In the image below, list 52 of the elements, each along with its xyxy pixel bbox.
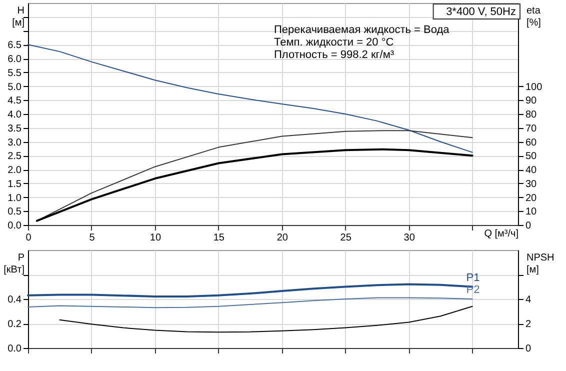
y2-tick-label: 0 — [526, 344, 532, 354]
y-tick-label: 5.5 — [8, 68, 22, 79]
y-tick-label: 4.0 — [8, 110, 22, 120]
y-tick-label: 0.2 — [8, 319, 22, 330]
line-series — [59, 306, 473, 333]
y-tick-label: 3.0 — [8, 137, 22, 148]
y-tick-label: 0.0 — [8, 344, 22, 354]
y2-tick-label: 90 — [526, 96, 538, 107]
y2-tick-label: 70 — [526, 123, 538, 134]
x-tick-label: 25 — [340, 232, 352, 244]
y2-tick-label: 30 — [526, 178, 538, 190]
y-tick-label: 6.5 — [8, 40, 22, 52]
y-tick-label: 6.0 — [8, 54, 22, 65]
y2-tick-label: 50 — [526, 151, 538, 162]
y-tick-label: 3.5 — [8, 123, 22, 134]
y2-tick-label: 40 — [526, 165, 538, 176]
x-tick-label: 20 — [276, 232, 288, 244]
y2-tick-label: 10 — [526, 206, 538, 218]
y-tick-label: 0.0 — [8, 220, 22, 232]
y-tick-label: 2.5 — [8, 151, 22, 162]
x-tick-label: 5 — [89, 232, 96, 244]
annotation: Темп. жидкости = 20 °C — [274, 36, 394, 48]
y-tick-label: 0.4 — [8, 294, 22, 306]
x-tick-label: 15 — [213, 232, 225, 244]
x-tick-label: 0 — [26, 232, 32, 244]
y-tick-label: 1.5 — [8, 178, 22, 190]
x-tick-label: 30 — [404, 232, 416, 244]
annotation: 3*400 V, 50Hz — [446, 6, 516, 18]
y2-tick-label: 4 — [526, 294, 532, 306]
y2-tick-label: 80 — [526, 110, 538, 120]
y2-tick-label: 100 — [526, 82, 543, 93]
y2-axis-title: eta [%] — [526, 6, 542, 28]
annotation: Плотность = 998.2 кг/м³ — [274, 49, 394, 61]
y2-tick-label: 0 — [526, 220, 532, 232]
y-tick-label: 5.0 — [8, 82, 22, 93]
x-tick-label: 10 — [150, 232, 162, 244]
y2-tick-label: 2 — [526, 319, 532, 330]
y-tick-label: 0.5 — [8, 206, 22, 218]
y2-tick-label: 60 — [526, 137, 538, 148]
y2-axis-title: NPSH [м] — [526, 252, 554, 276]
line-series — [28, 297, 473, 308]
series-label: P2 — [466, 284, 480, 296]
line-series — [36, 148, 474, 222]
y-tick-label: 1.0 — [8, 192, 22, 204]
y2-tick-label: 20 — [526, 192, 538, 204]
annotation: Перекачиваемая жидкость = Вода — [274, 24, 450, 36]
y-axis-title: P [кВт] — [4, 252, 25, 276]
x-axis-title: Q [м³/ч] — [484, 228, 519, 240]
y-tick-label: 2.0 — [8, 165, 22, 176]
y-axis-title: H [м] — [12, 6, 25, 28]
y-tick-label: 4.5 — [8, 96, 22, 107]
series-label: P1 — [466, 272, 480, 284]
